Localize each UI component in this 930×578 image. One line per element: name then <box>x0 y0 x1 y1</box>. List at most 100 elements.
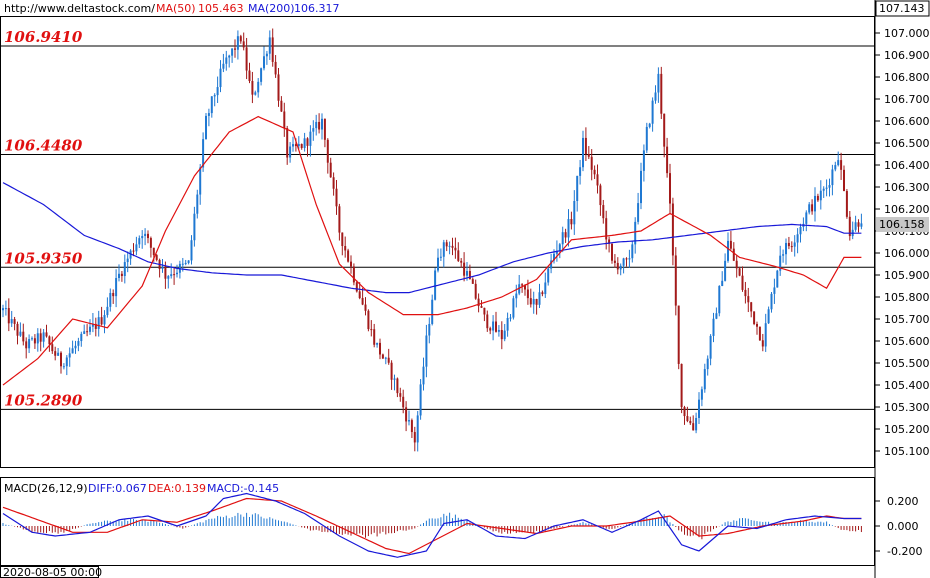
macd-diff-line <box>2 492 862 558</box>
candle <box>814 187 816 222</box>
candle <box>611 243 613 264</box>
candle <box>816 193 819 202</box>
macd-axis: 0.200 0.000 -0.200 <box>875 495 922 558</box>
candle <box>445 239 448 252</box>
candle <box>698 392 700 424</box>
candle <box>405 401 408 432</box>
top-price-box <box>875 0 930 17</box>
candle <box>657 67 660 103</box>
candle <box>631 240 634 263</box>
candle <box>753 311 756 326</box>
candle <box>634 217 637 254</box>
candle <box>463 252 466 282</box>
macd-tick-label: 0.000 <box>887 520 919 533</box>
candle <box>758 326 761 341</box>
candle <box>123 254 126 284</box>
candle <box>242 32 245 51</box>
candle <box>799 223 802 243</box>
candle <box>89 319 91 335</box>
candle <box>756 321 758 335</box>
candle <box>248 62 251 84</box>
price-tick-label: 106.500 <box>884 137 930 150</box>
macd-dea: DEA:0.139 <box>148 482 206 495</box>
candle <box>219 60 222 93</box>
candle <box>564 228 567 243</box>
candle <box>364 297 367 316</box>
candle <box>358 282 361 300</box>
candle <box>355 280 358 293</box>
candle <box>448 241 451 255</box>
candle <box>210 96 213 118</box>
candle <box>747 287 750 313</box>
candle <box>529 288 532 308</box>
candle <box>773 278 776 304</box>
candle <box>451 237 454 256</box>
candle <box>184 259 187 266</box>
candle <box>10 310 13 328</box>
candle <box>776 269 779 288</box>
macd-value: MACD:-0.145 <box>207 482 279 495</box>
candle <box>483 307 486 322</box>
candle <box>457 242 460 263</box>
candle <box>187 260 190 265</box>
price-axis: 107.000 106.900 106.800 106.700 106.600 106.5… <box>875 27 930 458</box>
candle <box>738 266 741 277</box>
candle <box>732 242 735 262</box>
candle <box>651 97 654 132</box>
candle <box>338 203 341 241</box>
current-price-box <box>876 217 929 232</box>
candle <box>376 342 379 348</box>
candle <box>149 236 152 258</box>
candle <box>805 210 808 232</box>
candle <box>787 236 790 250</box>
candle <box>2 304 4 318</box>
ma50-value: 105.463 <box>198 2 244 15</box>
candle <box>538 283 541 309</box>
candle <box>51 336 54 354</box>
candle <box>65 355 68 376</box>
candle <box>190 235 193 265</box>
candle <box>19 322 22 337</box>
candle <box>315 114 318 136</box>
candle <box>312 120 315 141</box>
candle <box>4 300 7 316</box>
candle <box>489 326 492 335</box>
candle <box>796 228 799 254</box>
candle <box>576 175 579 212</box>
candle <box>170 263 173 279</box>
level-label: 106.9410 <box>4 28 83 46</box>
candle <box>109 288 112 312</box>
candle <box>112 289 115 304</box>
candle <box>761 333 764 352</box>
candle <box>234 39 236 58</box>
candle <box>309 125 312 157</box>
top-price: 107.143 <box>879 2 925 15</box>
candle <box>225 50 228 71</box>
ma50-label: MA(50) <box>156 2 196 15</box>
candle <box>587 146 590 160</box>
candle <box>677 305 680 370</box>
candle <box>770 291 773 313</box>
price-tick-label: 106.600 <box>884 115 930 128</box>
candle <box>42 329 45 348</box>
candle <box>97 310 100 337</box>
candle <box>521 283 524 293</box>
candle <box>176 264 178 278</box>
candle <box>341 232 344 256</box>
candle <box>103 310 106 334</box>
candle <box>62 363 65 370</box>
candle <box>692 415 695 431</box>
price-tick-label: 105.700 <box>884 313 930 326</box>
candle <box>518 275 521 296</box>
candle <box>147 230 149 244</box>
candle <box>712 312 715 343</box>
source-url: http://www.deltastock.com/ <box>4 2 155 15</box>
candle <box>608 236 611 253</box>
candle <box>86 324 89 337</box>
candle <box>686 406 689 423</box>
candle <box>497 325 500 337</box>
candle <box>384 356 387 365</box>
candle <box>524 284 526 296</box>
candle <box>120 270 123 282</box>
